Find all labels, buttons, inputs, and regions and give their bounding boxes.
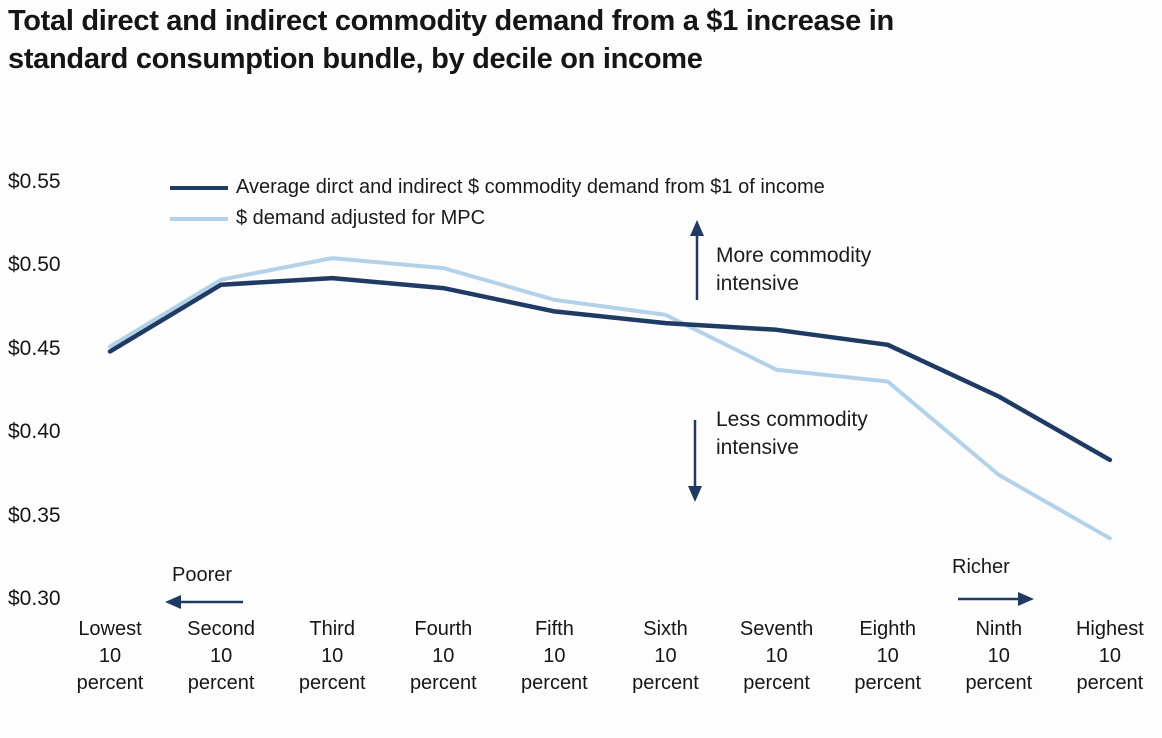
chart-title: Total direct and indirect commodity dema… <box>8 2 894 78</box>
legend-item-mpc-adjusted: $ demand adjusted for MPC <box>170 203 825 234</box>
y-axis-tick-label: $0.35 <box>8 503 61 527</box>
annotation-less-line2: intensive <box>716 436 799 459</box>
x-axis-label-third: Third 10 percent <box>298 618 366 694</box>
annotation-more-line2: intensive <box>716 272 799 295</box>
x-axis-label-fourth: Fourth 10 percent <box>409 618 477 694</box>
chart-title-line2: standard consumption bundle, by decile o… <box>8 43 703 75</box>
legend-swatch-navy-line <box>170 185 228 190</box>
legend-item-average-demand: Average dirct and indirect $ commodity d… <box>170 172 825 203</box>
annotation-less-line1: Less commodity <box>716 408 868 431</box>
y-axis-tick-label: $0.30 <box>8 587 61 610</box>
x-axis-label-ninth: Ninth 10 percent <box>965 618 1033 694</box>
chart-title-line1: Total direct and indirect commodity dema… <box>8 5 894 37</box>
annotation-less-commodity: Less commodity intensive <box>716 406 868 462</box>
y-axis-tick-label: $0.40 <box>8 420 61 444</box>
legend-swatch-lightblue-line <box>170 216 228 221</box>
series-line-average-demand <box>107 275 1113 463</box>
x-axis-label-highest: Highest 10 percent <box>1075 618 1144 694</box>
x-axis-label-seventh: Seventh 10 percent <box>739 618 814 694</box>
y-axis-tick-label: $0.50 <box>8 253 61 277</box>
annotation-more-commodity: More commodity intensive <box>716 242 871 298</box>
x-axis-label-eighth: Eighth 10 percent <box>854 618 922 694</box>
legend-label-average-demand: Average dirct and indirect $ commodity d… <box>236 176 825 198</box>
annotation-more-line1: More commodity <box>716 244 872 267</box>
poorer-arrow-icon <box>165 595 243 609</box>
x-axis-label-fifth: Fifth 10 percent <box>521 618 588 694</box>
richer-label: Richer <box>952 556 1010 578</box>
x-axis-label-lowest: Lowest 10 percent <box>76 618 144 694</box>
legend-label-mpc-adjusted: $ demand adjusted for MPC <box>236 207 486 229</box>
x-axis-label-second: Second 10 percent <box>187 618 256 694</box>
series-line-mpc-adjusted <box>108 256 1112 541</box>
legend: Average dirct and indirect $ commodity d… <box>170 172 825 234</box>
y-axis-tick-label: $0.45 <box>8 336 61 360</box>
y-axis-tick-label: $0.55 <box>8 170 61 193</box>
x-axis-label-sixth: Sixth 10 percent <box>632 618 699 694</box>
less-commodity-arrow-icon <box>688 420 702 502</box>
poorer-label: Poorer <box>172 564 233 586</box>
richer-arrow-icon <box>958 592 1034 606</box>
more-commodity-arrow-icon <box>690 220 704 300</box>
